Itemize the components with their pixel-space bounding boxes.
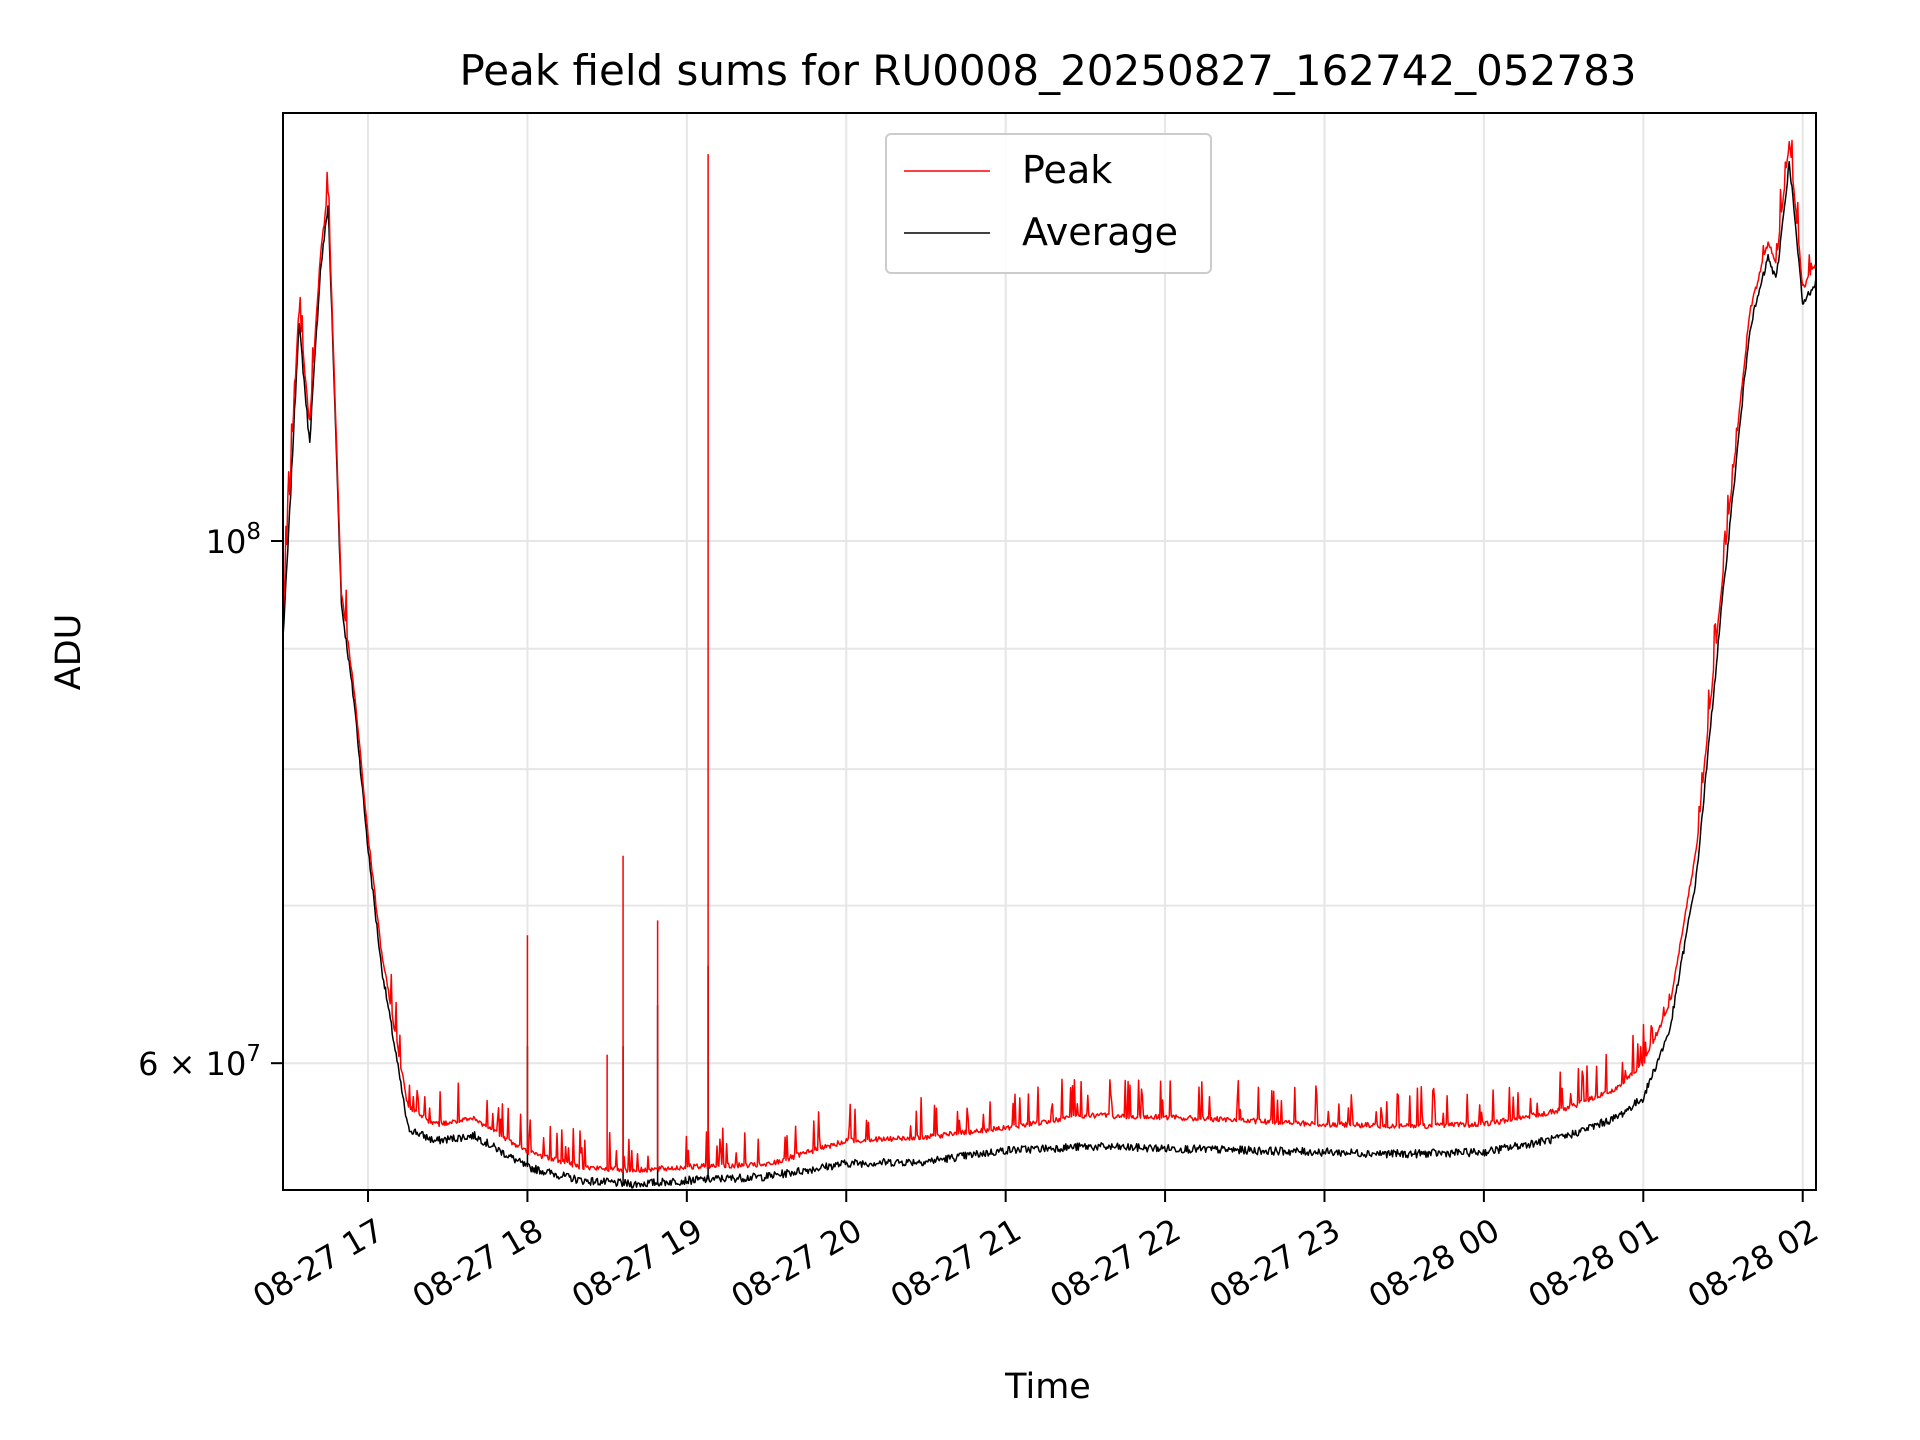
y-axis-label: ADU bbox=[49, 614, 89, 691]
legend-label-peak: Peak bbox=[1022, 148, 1112, 192]
y-tick-label: 6 × 107 bbox=[138, 1041, 261, 1083]
legend-box bbox=[885, 133, 1212, 274]
y-axis: 108 6 × 107 bbox=[138, 519, 283, 1083]
series-peak bbox=[283, 139, 1816, 1174]
series-line-average bbox=[283, 160, 1816, 1189]
legend-label-average: Average bbox=[1022, 210, 1178, 254]
series-layer bbox=[283, 139, 1816, 1189]
legend: Peak Average bbox=[885, 133, 1212, 274]
chart-title: Peak field sums for RU0008_20250827_1627… bbox=[459, 46, 1636, 95]
y-tick-label: 108 bbox=[206, 519, 261, 561]
series-line-peak bbox=[283, 139, 1816, 1174]
plot-frame bbox=[282, 112, 1817, 1191]
x-axis-label: Time bbox=[1004, 1367, 1091, 1407]
grid bbox=[283, 113, 1816, 1190]
